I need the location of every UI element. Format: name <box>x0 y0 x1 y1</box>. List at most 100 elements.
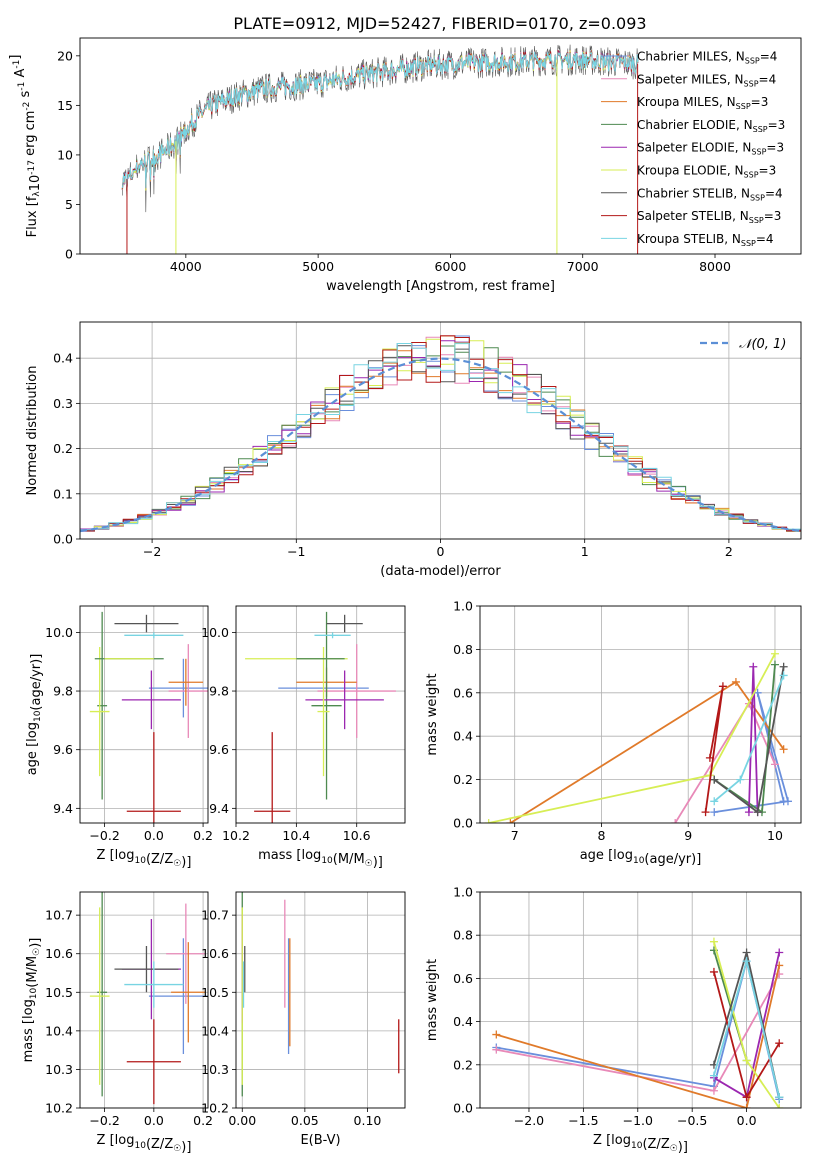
weight-marker <box>506 819 515 823</box>
weight-marker <box>709 967 718 976</box>
x-tick-label: 7 <box>511 828 519 843</box>
chart-mass_vs_ebv: 0.00 0.05 0.10 10.2 10.3 10.4 10.5 10.6 10.7 E(B-… <box>201 891 406 1148</box>
x-tick-label: −0.5 <box>677 1113 707 1128</box>
axes-frame <box>79 891 209 1109</box>
y-tick-label: 10.3 <box>201 1062 229 1077</box>
weight-marker <box>779 745 788 754</box>
y-tick-label: 1.0 <box>453 599 473 614</box>
x-tick-label: 0.0 <box>144 1113 164 1128</box>
chart-age_vs_Z: −0.2 0.0 0.2 9.4 9.6 9.8 10.0 Z [log10(Z/Z☉)] ag… <box>25 605 213 870</box>
x-axis-label: wavelength [Angstrom, rest frame] <box>326 279 555 294</box>
weight-marker <box>770 660 779 669</box>
y-tick-label: 9.6 <box>209 742 229 757</box>
x-tick-label: −1 <box>287 544 305 559</box>
weight-marker <box>731 677 740 686</box>
weight-marker <box>705 753 714 762</box>
x-axis-label: Z [log10(Z/Z☉)] <box>97 1133 192 1155</box>
weight-marker <box>775 1039 784 1048</box>
legend-label: Kroupa MILES, NSSP=3 <box>637 95 768 111</box>
y-tick-label: 0.0 <box>53 532 73 547</box>
y-tick-label: 5 <box>65 197 73 212</box>
x-axis-label: E(B-V) <box>300 1133 340 1148</box>
plot-area <box>480 606 801 823</box>
x-tick-label: 0.00 <box>228 1113 256 1128</box>
y-tick-label: 1.0 <box>453 885 473 900</box>
axes-frame <box>235 605 406 824</box>
y-tick-label: 0.8 <box>453 928 473 943</box>
y-tick-label: 9.6 <box>53 742 73 757</box>
x-tick-label: 4000 <box>170 259 202 274</box>
y-tick-label: 10.2 <box>201 1101 229 1116</box>
weight-marker <box>492 1030 501 1039</box>
weight-marker <box>701 808 710 817</box>
weight-marker <box>710 808 719 817</box>
plot-area <box>236 892 405 1108</box>
y-tick-label: 9.8 <box>53 684 73 699</box>
legend-label: Chabrier ELODIE, NSSP=3 <box>637 118 785 134</box>
x-tick-label: 10.6 <box>343 828 371 843</box>
chart-weight_vs_Z: −2.0 −1.5 −1.0 −0.5 0.0 0.0 0.2 0.4 0.6 0.8 1.0 Z [… <box>425 885 802 1155</box>
chart-residuals: −2 −1 0 1 2 0.0 0.1 0.2 0.3 0.4 (data-model)/error… <box>25 321 802 579</box>
x-tick-label: 1 <box>581 544 589 559</box>
weight-marker <box>779 797 788 806</box>
y-axis-label: Flux [fλ10-17 erg cm-2 s-1 A-1] <box>8 55 43 238</box>
weight-marker <box>770 760 779 769</box>
x-tick-label: 0.2 <box>193 1113 213 1128</box>
y-axis-label: mass [log10(M/M☉)] <box>21 938 43 1063</box>
chart-mass_vs_Z: −0.2 0.0 0.2 10.2 10.3 10.4 10.5 10.6 10.7 Z [log… <box>21 891 213 1155</box>
legend-label: Salpeter STELIB, NSSP=3 <box>637 209 781 225</box>
weight-marker <box>742 1056 751 1065</box>
weight-marker <box>709 937 718 946</box>
plot-area <box>80 606 208 823</box>
axes-frame <box>79 605 209 824</box>
chart-age_vs_mass: 10.2 10.4 10.6 9.4 9.6 9.8 10.0 mass [log10(M/M… <box>201 605 406 870</box>
plot-area <box>80 892 208 1108</box>
y-axis-label: age [log10(age/yr)] <box>25 654 44 776</box>
x-axis-label: mass [log10(M/M☉)] <box>258 848 383 870</box>
x-tick-label: 10.2 <box>222 828 250 843</box>
y-tick-label: 0.2 <box>453 1057 473 1072</box>
y-tick-label: 10.7 <box>45 908 73 923</box>
spectrum-line <box>121 49 639 192</box>
plot-area <box>480 892 801 1108</box>
y-tick-label: 0.1 <box>53 486 73 501</box>
chart-weight_vs_age: 7 8 9 10 0.0 0.2 0.4 0.6 0.8 1.0 age [log10(age/yr… <box>425 599 802 867</box>
weight-marker <box>770 649 779 658</box>
weight-line <box>488 653 776 823</box>
spectrum-line <box>122 44 639 213</box>
y-tick-label: 10.7 <box>201 908 229 923</box>
weight-marker <box>775 1104 784 1108</box>
x-tick-label: −2 <box>143 544 161 559</box>
weight-marker <box>742 1104 751 1108</box>
legend-label: Salpeter MILES, NSSP=4 <box>637 72 776 88</box>
x-tick-label: 10 <box>767 828 783 843</box>
x-tick-label: −2.0 <box>514 1113 544 1128</box>
y-tick-label: 0.6 <box>453 685 473 700</box>
y-tick-label: 0 <box>65 247 73 262</box>
y-axis-label: Normed distribution <box>25 366 40 496</box>
weight-marker <box>779 671 788 680</box>
x-tick-label: 2 <box>725 544 733 559</box>
weight-marker <box>709 1071 718 1080</box>
spectrum-line <box>121 51 639 190</box>
x-axis-label: (data-model)/error <box>380 564 501 579</box>
y-tick-label: 0.0 <box>453 1101 473 1116</box>
y-tick-label: 0.6 <box>453 971 473 986</box>
x-tick-label: 0.0 <box>737 1113 757 1128</box>
y-tick-label: 0.4 <box>453 1014 473 1029</box>
weight-marker <box>775 1093 784 1102</box>
legend-label: Chabrier MILES, NSSP=4 <box>637 50 777 66</box>
weight-marker <box>775 948 784 957</box>
y-tick-label: 10.6 <box>201 946 229 961</box>
x-tick-label: 0.10 <box>354 1113 382 1128</box>
y-tick-label: 0.0 <box>453 816 473 831</box>
y-tick-label: 0.2 <box>53 441 73 456</box>
normal-curve <box>80 357 801 533</box>
y-axis-label: mass weight <box>425 673 440 755</box>
y-tick-label: 10.0 <box>45 625 73 640</box>
x-tick-label: 7000 <box>567 259 599 274</box>
x-axis-label: Z [log10(Z/Z☉)] <box>593 1133 688 1155</box>
x-axis-label: age [log10(age/yr)] <box>580 848 702 867</box>
weight-marker <box>753 808 762 817</box>
